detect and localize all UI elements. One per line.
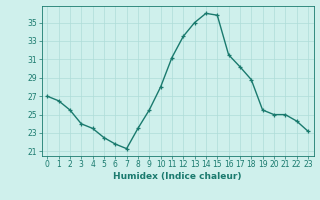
X-axis label: Humidex (Indice chaleur): Humidex (Indice chaleur) bbox=[113, 172, 242, 181]
